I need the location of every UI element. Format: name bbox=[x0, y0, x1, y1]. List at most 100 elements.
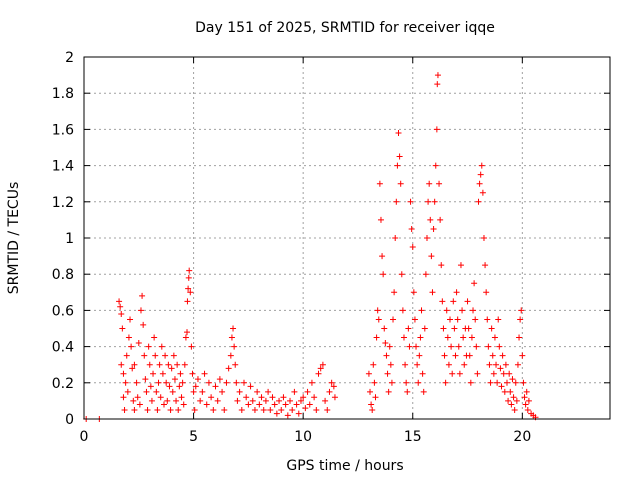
data-point bbox=[480, 235, 487, 241]
data-point bbox=[324, 406, 331, 413]
data-point bbox=[524, 406, 531, 413]
data-point bbox=[525, 397, 532, 404]
data-point bbox=[497, 365, 504, 372]
data-point bbox=[471, 280, 478, 287]
data-point bbox=[477, 171, 484, 178]
data-point bbox=[385, 388, 392, 395]
data-point bbox=[411, 316, 418, 323]
data-point bbox=[300, 394, 307, 401]
data-point bbox=[490, 370, 497, 377]
y-tick-label: 2 bbox=[65, 50, 74, 66]
data-point bbox=[123, 352, 130, 359]
data-point bbox=[499, 352, 506, 359]
data-point bbox=[289, 406, 296, 413]
data-point bbox=[156, 361, 163, 368]
data-point bbox=[187, 289, 194, 296]
y-axis-title: SRMTID / TECUs bbox=[6, 182, 22, 295]
data-point bbox=[510, 394, 517, 401]
data-point bbox=[271, 401, 278, 408]
data-point bbox=[125, 334, 132, 341]
data-point bbox=[118, 361, 125, 368]
data-point bbox=[210, 406, 217, 413]
data-point bbox=[157, 394, 164, 401]
data-point bbox=[269, 394, 276, 401]
data-point bbox=[162, 352, 169, 359]
data-point bbox=[379, 253, 386, 260]
data-point bbox=[273, 410, 280, 417]
data-point bbox=[516, 334, 523, 341]
data-point bbox=[470, 307, 477, 314]
data-point bbox=[493, 361, 500, 368]
data-point bbox=[173, 397, 180, 404]
data-point bbox=[439, 298, 446, 305]
data-point bbox=[419, 370, 426, 377]
data-point bbox=[482, 262, 489, 269]
data-point bbox=[133, 379, 140, 386]
data-point bbox=[437, 216, 444, 223]
data-point bbox=[225, 365, 232, 372]
data-point bbox=[476, 180, 483, 187]
data-point bbox=[295, 410, 302, 417]
data-point bbox=[297, 397, 304, 404]
data-point bbox=[278, 406, 285, 413]
data-point bbox=[495, 316, 502, 323]
data-point bbox=[197, 397, 204, 404]
data-point bbox=[276, 397, 283, 404]
data-point bbox=[457, 262, 464, 269]
data-point bbox=[434, 81, 441, 88]
data-point bbox=[440, 325, 447, 332]
data-point bbox=[120, 394, 127, 401]
data-point bbox=[452, 352, 459, 359]
data-point bbox=[176, 383, 183, 390]
data-point bbox=[219, 388, 226, 395]
data-point bbox=[188, 343, 195, 350]
data-point bbox=[124, 388, 131, 395]
data-point bbox=[150, 370, 157, 377]
data-point bbox=[375, 316, 382, 323]
data-point bbox=[313, 406, 320, 413]
data-point bbox=[240, 379, 247, 386]
data-point bbox=[319, 361, 326, 368]
data-point bbox=[386, 343, 393, 350]
data-point bbox=[409, 244, 416, 251]
data-point bbox=[293, 401, 300, 408]
data-point bbox=[406, 343, 413, 350]
data-point bbox=[177, 370, 184, 377]
data-point bbox=[488, 325, 495, 332]
data-point bbox=[212, 383, 219, 390]
data-point bbox=[306, 401, 313, 408]
data-point bbox=[450, 298, 457, 305]
data-point bbox=[425, 198, 432, 205]
data-point bbox=[221, 406, 228, 413]
data-point bbox=[388, 379, 395, 386]
data-point bbox=[500, 370, 507, 377]
data-point bbox=[185, 274, 192, 281]
data-point bbox=[223, 379, 230, 386]
y-tick-label: 0.8 bbox=[52, 267, 74, 283]
data-point bbox=[410, 289, 417, 296]
data-point bbox=[152, 352, 159, 359]
data-point bbox=[509, 376, 516, 383]
data-point bbox=[371, 379, 378, 386]
data-point bbox=[506, 370, 513, 377]
data-point bbox=[131, 361, 138, 368]
data-point bbox=[403, 379, 410, 386]
data-point bbox=[474, 370, 481, 377]
data-point bbox=[398, 271, 405, 278]
data-point bbox=[178, 394, 185, 401]
data-point bbox=[441, 352, 448, 359]
data-point bbox=[258, 394, 265, 401]
data-point bbox=[208, 394, 215, 401]
data-point bbox=[180, 401, 187, 408]
data-point bbox=[175, 406, 182, 413]
data-point bbox=[503, 379, 510, 386]
data-point bbox=[404, 388, 411, 395]
data-point bbox=[473, 343, 480, 350]
data-point bbox=[428, 253, 435, 260]
data-point bbox=[397, 180, 404, 187]
plot-frame bbox=[83, 56, 611, 420]
data-point bbox=[373, 334, 380, 341]
data-point bbox=[486, 361, 493, 368]
data-point bbox=[189, 370, 196, 377]
data-point bbox=[517, 316, 524, 323]
